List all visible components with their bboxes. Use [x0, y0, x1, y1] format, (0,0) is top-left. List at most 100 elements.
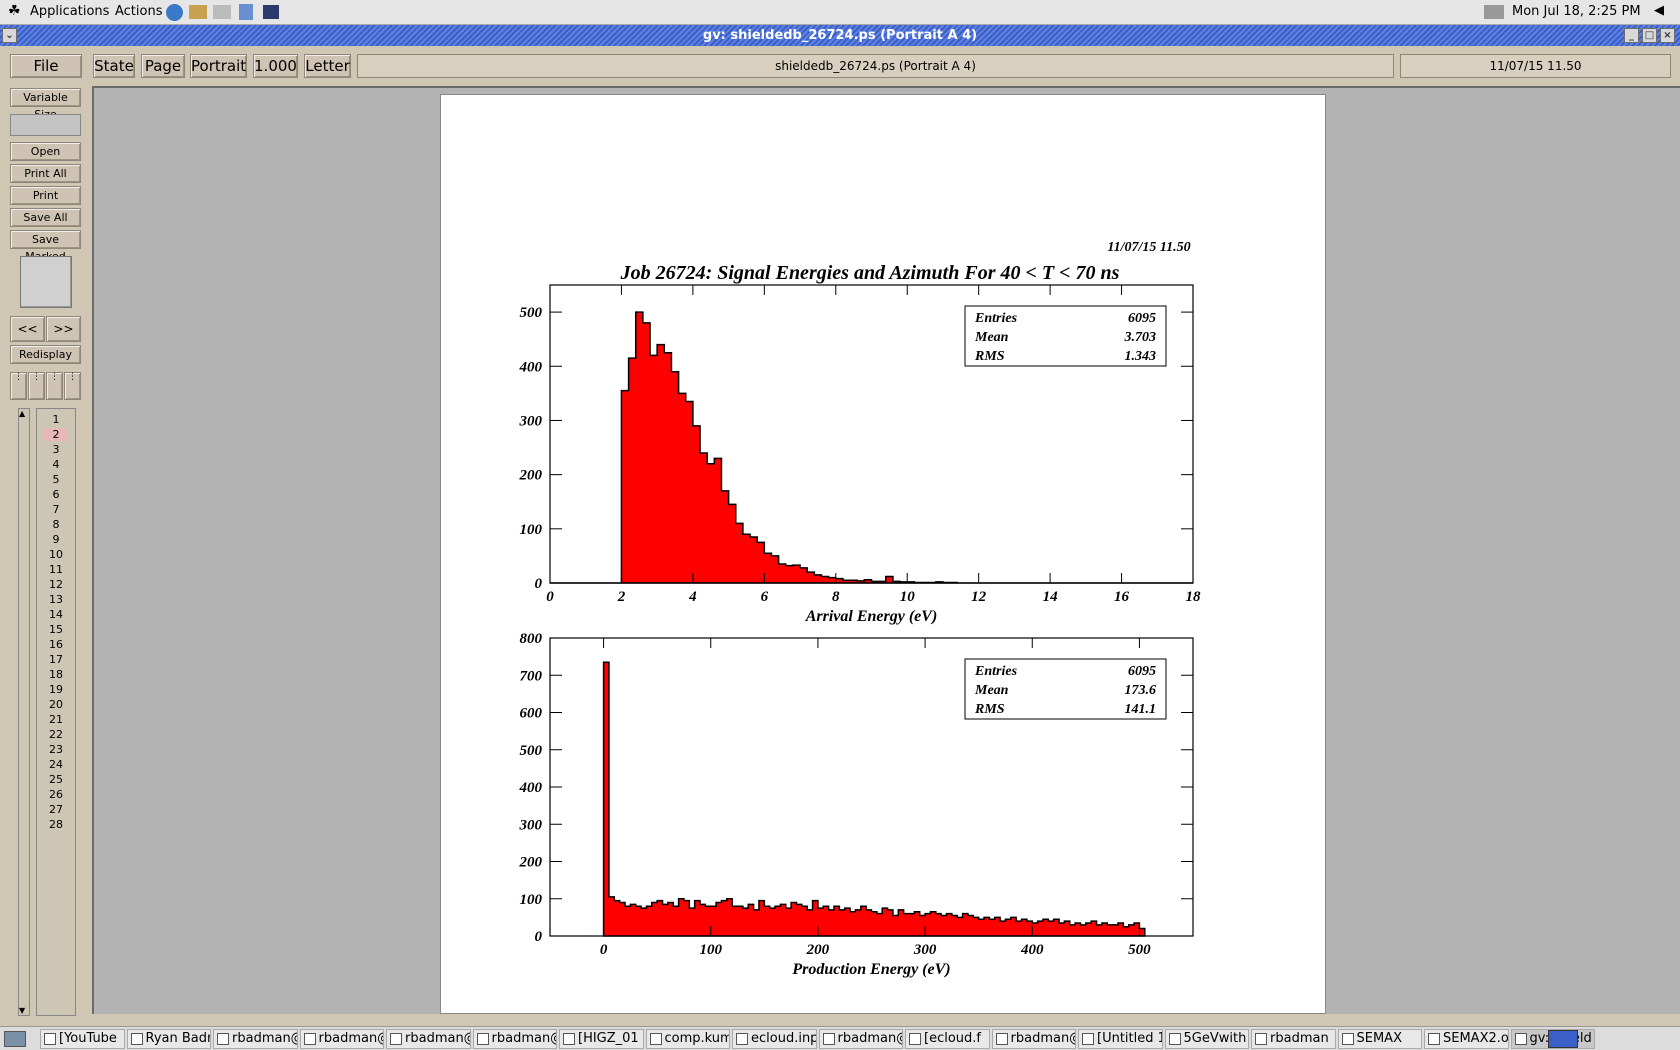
taskbar-label: SEMAX [1356, 1031, 1402, 1046]
page-list-item[interactable]: 16 [49, 638, 63, 651]
page-list-item[interactable]: 11 [49, 563, 63, 576]
window-menu-icon[interactable]: ⌄ [2, 28, 17, 43]
page-list[interactable]: 1 2 3 4 5 6 7 8 9 10 11 12 13 14 15 16 17 18 19 20 21 22 23 24 2… [36, 408, 76, 1016]
app-icon [563, 1033, 575, 1045]
taskbar-button[interactable]: rbadman@ [991, 1029, 1076, 1049]
taskbar-button[interactable]: [HIGZ_01 [559, 1029, 644, 1049]
print-marked-button[interactable]: Print Marked [10, 186, 81, 219]
taskbar-button[interactable]: [Untitled 1 [1078, 1029, 1163, 1049]
x-axis-label: Production Energy (eV) [791, 961, 950, 978]
next-page-button[interactable]: >> [46, 316, 81, 342]
page-list-item[interactable]: 8 [52, 518, 60, 531]
window-titlebar[interactable]: ⌄ gv: shieldedb_26724.ps (Portrait A 4) … [0, 25, 1680, 46]
page-list-item[interactable]: 24 [49, 758, 63, 771]
page-list-item[interactable]: 18 [49, 668, 63, 681]
app-icon [822, 1033, 835, 1045]
page-list-item[interactable]: 27 [49, 803, 63, 816]
taskbar-button[interactable]: SEMAX2.o [1424, 1029, 1509, 1049]
taskbar-button[interactable]: rbadman@ [818, 1029, 903, 1049]
taskbar-button[interactable]: SEMAX [1337, 1029, 1422, 1049]
stats-label: RMS [974, 702, 1005, 717]
page-list-item[interactable]: 13 [49, 593, 63, 606]
page-list-item[interactable]: 15 [49, 623, 63, 636]
page-list-item[interactable]: 14 [49, 608, 63, 621]
close-icon[interactable]: × [1660, 28, 1675, 43]
page-list-item[interactable]: 17 [49, 653, 63, 666]
y-tick-label: 700 [520, 668, 543, 684]
printer-icon[interactable] [1484, 5, 1504, 19]
page-list-item[interactable]: 5 [52, 473, 60, 486]
page-list-item[interactable]: 23 [49, 743, 63, 756]
orientation-button[interactable]: Portrait [190, 54, 247, 78]
redisplay-button[interactable]: Redisplay [10, 345, 81, 364]
paper-size-button[interactable]: Letter [304, 54, 351, 78]
page-list-item[interactable]: 25 [49, 773, 63, 786]
browser-launcher-icon[interactable] [166, 4, 183, 21]
mark-odd-icon[interactable]: ⋮ [10, 372, 27, 400]
variable-size-button[interactable]: Variable Size [10, 88, 81, 121]
scale-button[interactable]: 1.000 [253, 54, 298, 78]
x-tick-label: 6 [761, 589, 769, 605]
page-list-item[interactable]: 21 [49, 713, 63, 726]
app-icon [44, 1033, 56, 1045]
scroll-up-icon[interactable]: ▲ [19, 409, 26, 418]
taskbar-button[interactable]: ecloud.inp [732, 1029, 817, 1049]
save-marked-button[interactable]: Save Marked [10, 230, 81, 263]
taskbar-button[interactable]: [ecloud.f [905, 1029, 990, 1049]
taskbar-button[interactable]: comp.kum [645, 1029, 730, 1049]
page-list-item[interactable]: 4 [52, 458, 60, 471]
taskbar-label: 5GeVwith [1183, 1031, 1247, 1046]
maximize-icon[interactable]: □ [1642, 28, 1657, 43]
page-list-item[interactable]: 28 [49, 818, 63, 831]
foot-icon[interactable]: ☘ [8, 3, 21, 19]
taskbar-button[interactable]: rbadman@ [472, 1029, 557, 1049]
taskbar-button[interactable]: [YouTube [40, 1029, 125, 1049]
office-launcher-icon[interactable] [239, 4, 253, 20]
file-button[interactable]: File [10, 54, 82, 78]
page-list-item[interactable]: 22 [49, 728, 63, 741]
applications-menu[interactable]: Applications [30, 4, 110, 19]
page-list-item[interactable]: 7 [52, 503, 60, 516]
panner[interactable] [20, 256, 72, 308]
taskbar-button[interactable]: rbadman@ [299, 1029, 384, 1049]
x-tick-label: 2 [617, 589, 626, 605]
page-list-item[interactable]: 12 [49, 578, 63, 591]
mail-launcher-icon[interactable] [189, 5, 207, 19]
page-list-item[interactable]: 10 [49, 548, 63, 561]
page-list-item[interactable]: 9 [52, 533, 60, 546]
page-list-item[interactable]: 26 [49, 788, 63, 801]
show-desktop-icon[interactable] [4, 1031, 26, 1047]
mark-current-icon[interactable]: ⋮ [46, 372, 63, 400]
state-button[interactable]: State [93, 54, 135, 78]
page-list-item[interactable]: 2 [44, 428, 68, 441]
previous-page-button[interactable]: << [10, 316, 45, 342]
save-all-button[interactable]: Save All [10, 208, 81, 227]
actions-menu[interactable]: Actions [115, 4, 163, 19]
clock[interactable]: Mon Jul 18, 2:25 PM [1512, 4, 1641, 19]
histogram-figure: 11/07/15 11.50 Job 26724: Signal Energies… [519, 240, 1202, 978]
print-all-button[interactable]: Print All [10, 164, 81, 183]
taskbar-button[interactable]: rbadman [1251, 1029, 1336, 1049]
editor-launcher-icon[interactable] [213, 5, 231, 19]
workspace-switcher[interactable] [1548, 1030, 1578, 1048]
volume-icon[interactable]: ◀ [1654, 3, 1664, 18]
open-button[interactable]: Open [10, 142, 81, 161]
taskbar-button[interactable]: rbadman@ [213, 1029, 298, 1049]
taskbar-button[interactable]: 5GeVwith [1164, 1029, 1249, 1049]
page-list-scrollbar[interactable]: ▲ ▼ [18, 408, 30, 1016]
page-button[interactable]: Page [141, 54, 185, 78]
unmark-all-icon[interactable]: ⋮ [64, 372, 81, 400]
mark-even-icon[interactable]: ⋮ [28, 372, 45, 400]
page-list-item[interactable]: 20 [49, 698, 63, 711]
minimize-icon[interactable]: _ [1624, 28, 1639, 43]
page-list-item[interactable]: 19 [49, 683, 63, 696]
page-list-item[interactable]: 3 [52, 443, 60, 456]
taskbar-label: rbadman@ [405, 1031, 471, 1046]
taskbar-button[interactable]: Ryan Badr [126, 1029, 211, 1049]
scroll-down-icon[interactable]: ▼ [19, 1006, 26, 1015]
page-list-item[interactable]: 1 [52, 413, 60, 426]
document-title-field: shieldedb_26724.ps (Portrait A 4) [357, 54, 1394, 78]
taskbar-button[interactable]: rbadman@ [386, 1029, 471, 1049]
terminal-launcher-icon[interactable] [263, 5, 279, 19]
page-list-item[interactable]: 6 [52, 488, 60, 501]
